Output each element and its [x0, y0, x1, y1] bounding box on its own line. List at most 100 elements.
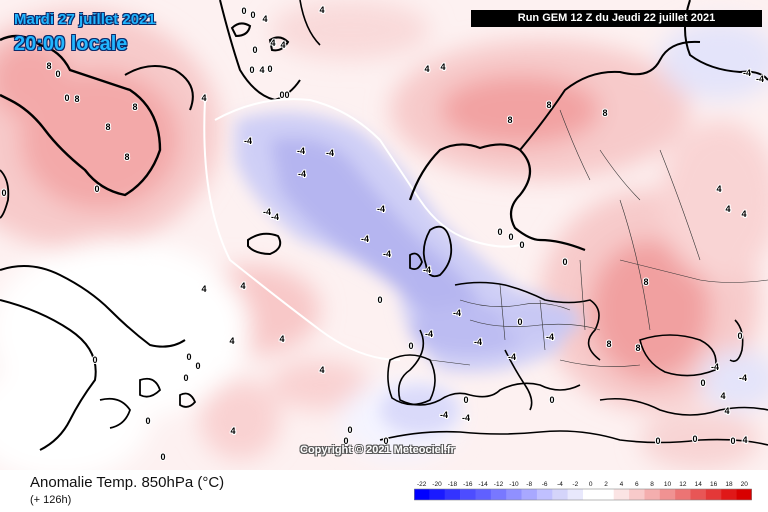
contour-label: 4 — [262, 14, 267, 24]
contour-label: -4 — [383, 249, 391, 259]
contour-label: -4 — [440, 410, 448, 420]
contour-label: 8 — [546, 100, 551, 110]
contour-label: -4 — [474, 337, 482, 347]
contour-label: 0 — [463, 395, 468, 405]
legend-tick-label: 0 — [589, 481, 593, 488]
legend-tick-label: 14 — [695, 481, 703, 488]
contour-label: 4 — [270, 38, 275, 48]
contour-label: 4 — [229, 336, 234, 346]
contour-label: 0 — [737, 331, 742, 341]
lead-time: (+ 126h) — [30, 494, 72, 506]
contour-label: -4 — [453, 308, 461, 318]
legend-tick-label: -22 — [417, 481, 427, 488]
contour-label: 0 — [183, 373, 188, 383]
contour-label: 4 — [725, 204, 730, 214]
contour-label: 4 — [279, 334, 284, 344]
contour-label: 8 — [643, 277, 648, 287]
legend-tick-label: -2 — [572, 481, 578, 488]
contour-label: -4 — [298, 169, 306, 179]
legend-color-swatch — [506, 489, 522, 500]
contour-label: 8 — [105, 122, 110, 132]
contour-label: 0 — [241, 6, 246, 16]
contour-label: 0 — [692, 434, 697, 444]
copyright-notice: Copyright © 2021 Meteociel.fr — [300, 444, 455, 456]
contour-label: 4 — [319, 5, 324, 15]
contour-label: -4 — [739, 373, 747, 383]
legend-color-swatch — [552, 489, 568, 500]
legend-color-swatch — [460, 489, 476, 500]
contour-label: -4 — [508, 352, 516, 362]
contour-label: -4 — [297, 146, 305, 156]
contour-label: 0 — [195, 361, 200, 371]
contour-label: -4 — [546, 332, 554, 342]
contour-label: -4 — [743, 68, 751, 78]
legend-color-swatch — [475, 489, 492, 500]
contour-label: 0 — [94, 184, 99, 194]
contour-label: 0 — [64, 93, 69, 103]
legend-color-swatch — [429, 489, 446, 500]
legend-color-swatch — [736, 489, 752, 500]
contour-label: -4 — [756, 74, 764, 84]
legend-color-swatch — [567, 489, 584, 500]
map-footer: Anomalie Temp. 850hPa (°C) (+ 126h) -22-… — [0, 470, 768, 512]
contour-label: -4 — [326, 148, 334, 158]
contour-label: 0 — [517, 317, 522, 327]
contour-label: 0 — [343, 436, 348, 446]
legend-color-swatch — [629, 489, 645, 500]
contour-label: 4 — [230, 426, 235, 436]
legend-tick-label: -12 — [494, 481, 504, 488]
contour-label: -4 — [263, 207, 271, 217]
contour-label: -4 — [244, 136, 252, 146]
contour-label: -4 — [425, 329, 433, 339]
contour-label: 0 — [730, 436, 735, 446]
legend-tick-label: 16 — [710, 481, 718, 488]
contour-label: 0 — [508, 232, 513, 242]
contour-label: -4 — [423, 265, 431, 275]
contour-label: 0 — [252, 45, 257, 55]
contour-label: -4 — [711, 362, 719, 372]
contour-label: 8 — [74, 94, 79, 104]
contour-label: 0 — [267, 64, 272, 74]
legend-tick-label: 4 — [620, 481, 624, 488]
legend-color-swatch — [690, 489, 707, 500]
contour-label: 0 — [383, 436, 388, 446]
color-scale-legend: -22 -20 -18 -16 -14 -12 -10 -8 -6 -4 -2 0 2 4 6 8 10 12 14… — [414, 481, 752, 501]
contour-label: 4 — [724, 406, 729, 416]
legend-tick-label: 12 — [679, 481, 687, 488]
contour-label: 4 — [716, 184, 721, 194]
contour-label: 0 — [700, 378, 705, 388]
legend-tick-label: -8 — [526, 481, 532, 488]
legend-tick-label: -14 — [478, 481, 488, 488]
contour-label: 0 — [250, 10, 255, 20]
contour-label: 0 — [377, 295, 382, 305]
contour-label: 0 — [408, 341, 413, 351]
contour-label: 4 — [280, 40, 285, 50]
legend-color-swatch — [583, 489, 599, 500]
contour-label: 0 — [497, 227, 502, 237]
parameter-title: Anomalie Temp. 850hPa (°C) — [30, 474, 225, 491]
contour-label: 4 — [201, 93, 206, 103]
contour-label: 0 — [145, 416, 150, 426]
contour-label: 4 — [201, 284, 206, 294]
contour-label: 8 — [132, 102, 137, 112]
legend-tick-label: 18 — [725, 481, 733, 488]
legend-tick-label: 20 — [741, 481, 749, 488]
contour-label: 8 — [46, 61, 51, 71]
legend-color-swatch — [705, 489, 722, 500]
contour-label: 0 — [92, 355, 97, 365]
legend-color-swatch — [721, 489, 737, 500]
legend-tick-label: 2 — [604, 481, 608, 488]
contour-label: -4 — [377, 204, 385, 214]
legend-tick-label: -20 — [432, 481, 442, 488]
contour-label: 8 — [635, 343, 640, 353]
legend-color-swatch — [644, 489, 661, 500]
contour-label: 0 — [284, 90, 289, 100]
legend-color-swatch — [613, 489, 630, 500]
contour-label: 4 — [440, 62, 445, 72]
contour-label: 0 — [655, 436, 660, 446]
contour-label: 8 — [606, 339, 611, 349]
contour-label: 0 — [549, 395, 554, 405]
legend-tick-label: -18 — [448, 481, 458, 488]
